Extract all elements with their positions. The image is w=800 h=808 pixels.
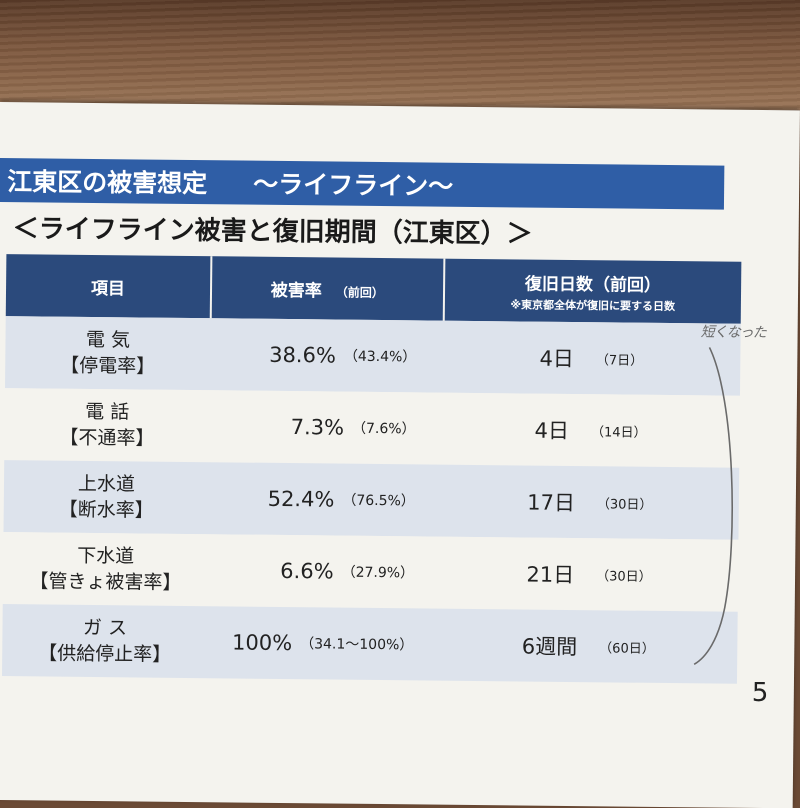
row-rate: 6.6% [280,558,334,584]
row-rate: 38.6% [269,342,337,368]
row-item-sub: 【不通率】 [59,426,155,450]
row-rate-prev: （34.1～100%） [300,636,414,654]
row-days: 4日 [534,418,570,443]
row-days-prev: （30日） [596,568,652,585]
table-row: 上水道 【断水率】 52.4% （76.5%） 17日 （30日） [3,460,740,540]
header-days: 復旧日数（前回） ※東京都全体が復旧に要する日数 [444,259,741,324]
page-number: 5 [751,677,769,709]
header-item: 項目 [5,254,213,319]
section-title: ＜ライフライン被害と復旧期間（江東区）＞ [12,214,533,250]
row-days: 21日 [526,562,575,588]
row-days-prev: （60日） [599,640,655,657]
row-item-name: ガ ス [82,616,128,640]
header-rate: 被害率 （前回） [211,256,446,321]
row-rate-cell: 6.6% （27.9%） [208,534,441,608]
row-rate-cell: 38.6% （43.4%） [210,318,443,392]
header-item-label: 項目 [90,278,126,299]
row-rate-cell: 100% （34.1～100%） [207,606,440,680]
handwritten-bracket-icon [693,347,733,665]
row-item-sub: 【断水率】 [58,498,154,522]
row-days: 6週間 [521,634,578,660]
row-rate-prev: （76.5%） [342,492,415,510]
row-days: 4日 [539,346,575,372]
document-page: 江東区の被害想定 ～ライフライン～ ＜ライフライン被害と復旧期間（江東区）＞ 項… [0,102,800,808]
row-item-name: 下水道 [77,544,135,568]
row-item-name: 上水道 [77,472,136,496]
row-item-cell: ガ ス 【供給停止率】 [2,604,208,678]
row-item-cell: 下水道 【管きょ被害率】 [3,532,209,606]
row-rate-cell: 52.4% （76.5%） [208,462,441,536]
row-days-prev: （14日） [590,424,647,441]
lifeline-damage-table: 項目 被害率 （前回） 復旧日数（前回） ※東京都全体が復旧に要する日数 電 気 … [1,254,742,684]
row-item-name: 電 気 [85,328,131,352]
row-days-prev: （30日） [596,496,653,513]
table-header: 項目 被害率 （前回） 復旧日数（前回） ※東京都全体が復旧に要する日数 [5,254,742,324]
row-item-cell: 電 話 【不通率】 [4,388,210,462]
row-item-sub: 【管きょ被害率】 [29,570,182,594]
table-row: 電 話 【不通率】 7.3% （7.6%） 4日 （14日） [4,388,740,468]
row-rate: 100% [231,630,293,656]
row-item-sub: 【供給停止率】 [38,642,172,666]
row-rate-prev: （7.6%） [351,420,416,438]
row-rate: 7.3% [290,415,345,440]
row-rate-prev: （43.4%） [343,348,417,366]
banner-title: 江東区の被害想定 [7,167,208,199]
table-row: 下水道 【管きょ被害率】 6.6% （27.9%） 21日 （30日） [2,532,739,612]
row-days: 17日 [527,490,576,516]
row-days-prev: （7日） [595,352,644,369]
row-item-cell: 電 気 【停電率】 [5,316,211,390]
banner-subtitle: ～ライフライン～ [253,169,454,201]
row-item-sub: 【停電率】 [60,354,156,378]
wooden-table-background [0,0,800,110]
row-item-name: 電 話 [85,400,130,424]
header-days-note: ※東京都全体が復旧に要する日数 [510,297,676,313]
row-rate-cell: 7.3% （7.6%） [209,390,442,464]
row-rate-prev: （27.9%） [341,564,415,582]
header-days-label: 復旧日数（前回） [524,274,662,296]
header-rate-prev-label: （前回） [335,285,384,300]
table-row: 電 気 【停電率】 38.6% （43.4%） 4日 （7日） [5,316,741,396]
header-rate-label: 被害率 [270,280,322,301]
title-banner: 江東区の被害想定 ～ライフライン～ [0,157,725,210]
row-rate: 52.4% [267,486,335,512]
table-row: ガ ス 【供給停止率】 100% （34.1～100%） 6週間 （60日） [1,604,738,684]
row-item-cell: 上水道 【断水率】 [3,460,209,534]
